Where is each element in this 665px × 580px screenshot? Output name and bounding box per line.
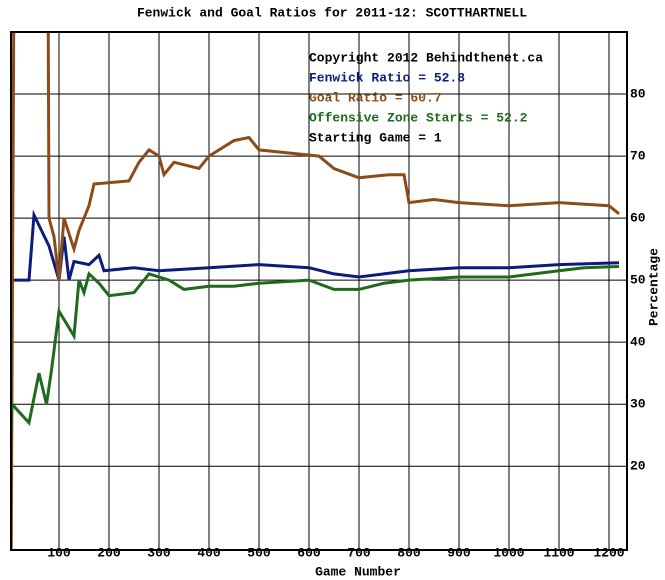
x-tick-label: 900 xyxy=(447,545,471,560)
lines xyxy=(11,32,620,550)
series-line xyxy=(11,265,620,436)
series-line xyxy=(11,209,620,282)
x-tick-label: 600 xyxy=(297,545,321,560)
y-tick-label: 60 xyxy=(630,211,646,226)
legend-entry: Fenwick Ratio = 52.8 xyxy=(309,70,465,85)
x-tick-label: 700 xyxy=(347,545,371,560)
annotation: Copyright 2012 Behindthenet.ca xyxy=(309,50,543,65)
x-tick-label: 1100 xyxy=(543,545,574,560)
x-tick-label: 500 xyxy=(247,545,271,560)
legend: Copyright 2012 Behindthenet.ca Fenwick Ra… xyxy=(309,50,543,145)
x-tick-label: 1000 xyxy=(493,545,524,560)
y-tick-label: 50 xyxy=(630,273,646,288)
x-axis-label: Game Number xyxy=(315,564,401,579)
y-tick-label: 40 xyxy=(630,335,646,350)
x-tick-label: 1200 xyxy=(593,545,624,560)
plot-frame xyxy=(10,31,628,551)
y-tick-label: 30 xyxy=(630,397,646,412)
x-tick-label: 400 xyxy=(197,545,221,560)
x-tick-label: 800 xyxy=(397,545,421,560)
legend-entry: Goal Ratio = 60.7 xyxy=(309,90,442,105)
y-tick-label: 80 xyxy=(630,86,646,101)
x-tick-label: 300 xyxy=(147,545,171,560)
y-tick-label: 70 xyxy=(630,149,646,164)
chart-title: Fenwick and Goal Ratios for 2011-12: SCO… xyxy=(137,5,527,20)
x-tick-label: 100 xyxy=(47,545,71,560)
x-tick-label: 200 xyxy=(97,545,121,560)
legend-entry: Offensive Zone Starts = 52.2 xyxy=(309,110,528,125)
y-axis-label: Percentage xyxy=(646,248,661,326)
y-tick-label: 20 xyxy=(630,459,646,474)
annotation: Starting Game = 1 xyxy=(309,130,442,145)
series-line xyxy=(11,32,620,550)
